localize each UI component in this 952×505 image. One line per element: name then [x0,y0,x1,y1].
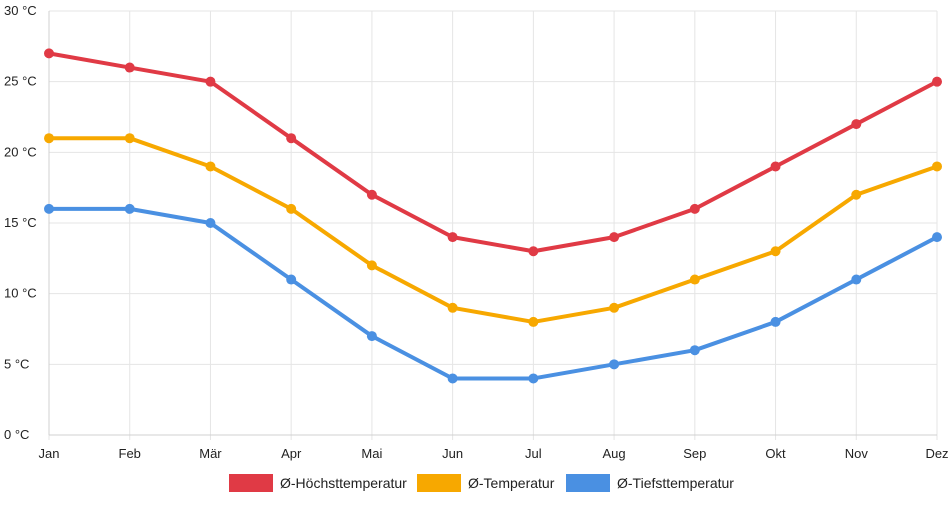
legend-label: Ø-Tiefsttemperatur [617,475,734,491]
axis-layer: 0 °C 5 °C 10 °C 15 °C 20 °C 25 °C 30 °C Jan Feb M… [4,3,949,461]
legend-swatch [229,474,273,492]
data-point-temperatur[interactable] [205,161,216,172]
y-tick-label: 20 °C [4,144,37,159]
data-point-h-chsttemperatur[interactable] [205,76,216,87]
legend-item-h-chsttemperatur[interactable]: Ø-Höchsttemperatur [229,474,407,492]
x-tick-label: Nov [845,446,869,461]
data-point-tiefsttemperatur[interactable] [689,345,700,356]
data-point-tiefsttemperatur[interactable] [609,359,620,370]
x-tick-label: Apr [281,446,302,461]
data-point-temperatur[interactable] [44,133,54,144]
series-layer [44,48,942,384]
series-line-tiefsttemperatur [47,206,939,381]
data-point-tiefsttemperatur[interactable] [124,203,135,214]
x-tick-label: Okt [765,446,786,461]
data-point-temperatur[interactable] [447,302,458,313]
y-tick-label: 0 °C [4,427,29,442]
grid-layer [48,10,938,440]
data-point-temperatur[interactable] [609,302,620,313]
data-point-tiefsttemperatur[interactable] [205,218,216,228]
data-point-temperatur[interactable] [286,203,297,214]
legend-label: Ø-Höchsttemperatur [280,475,407,491]
y-tick-label: 15 °C [4,215,37,230]
data-point-h-chsttemperatur[interactable] [851,119,862,130]
x-tick-label: Sep [683,446,706,461]
legend-swatch [417,474,461,492]
data-point-tiefsttemperatur[interactable] [932,232,942,243]
y-tick-label: 10 °C [4,286,37,301]
data-point-tiefsttemperatur[interactable] [44,203,54,214]
x-tick-label: Aug [603,446,626,461]
data-point-temperatur[interactable] [851,189,862,200]
y-tick-label: 25 °C [4,74,37,89]
data-point-h-chsttemperatur[interactable] [528,246,539,257]
data-point-temperatur[interactable] [689,274,700,285]
data-point-tiefsttemperatur[interactable] [851,274,862,285]
x-tick-label: Jun [442,446,463,461]
data-point-tiefsttemperatur[interactable] [286,274,297,285]
x-tick-label: Feb [119,446,141,461]
data-point-h-chsttemperatur[interactable] [932,76,942,87]
data-point-temperatur[interactable] [932,161,942,172]
data-point-h-chsttemperatur[interactable] [124,62,135,73]
data-point-h-chsttemperatur[interactable] [44,48,54,59]
x-tick-label: Mai [361,446,382,461]
data-point-temperatur[interactable] [366,260,377,271]
series-line-temperatur [47,136,939,324]
data-point-h-chsttemperatur[interactable] [286,133,297,144]
data-point-h-chsttemperatur[interactable] [609,232,620,243]
data-point-tiefsttemperatur[interactable] [528,373,539,384]
legend: Ø-Höchsttemperatur Ø-Temperatur Ø-Tiefstte… [229,474,734,492]
data-point-tiefsttemperatur[interactable] [366,331,377,342]
x-tick-label: Jan [39,446,60,461]
data-point-h-chsttemperatur[interactable] [447,232,458,243]
legend-label: Ø-Temperatur [468,475,555,491]
y-tick-label: 5 °C [4,356,29,371]
data-point-temperatur[interactable] [770,246,781,257]
data-point-tiefsttemperatur[interactable] [770,316,781,327]
x-tick-label: Mär [199,446,222,461]
legend-swatch [566,474,610,492]
y-tick-label: 30 °C [4,3,37,18]
x-tick-label: Dez [925,446,948,461]
data-point-h-chsttemperatur[interactable] [366,189,377,200]
data-point-h-chsttemperatur[interactable] [689,203,700,214]
x-tick-label: Jul [525,446,542,461]
data-point-temperatur[interactable] [528,316,539,327]
data-point-temperatur[interactable] [124,133,135,144]
data-point-tiefsttemperatur[interactable] [447,373,458,384]
legend-item-temperatur[interactable]: Ø-Temperatur [417,474,555,492]
legend-item-tiefsttemperatur[interactable]: Ø-Tiefsttemperatur [566,474,734,492]
data-point-h-chsttemperatur[interactable] [770,161,781,172]
series-line-h-chsttemperatur [47,51,939,254]
